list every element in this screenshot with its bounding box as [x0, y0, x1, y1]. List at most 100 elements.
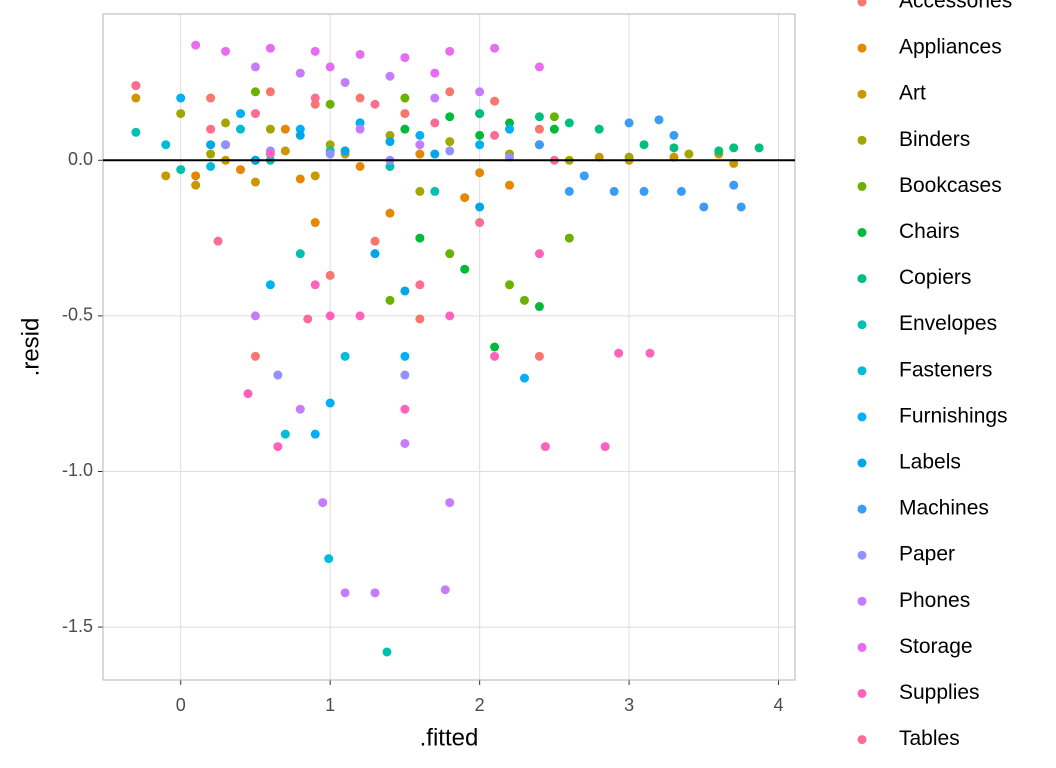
point [400, 124, 410, 134]
point [505, 124, 515, 134]
point [400, 93, 410, 103]
point [370, 236, 380, 246]
legend-label: Supplies [899, 681, 980, 704]
legend-key [857, 504, 867, 514]
point [131, 127, 141, 137]
legend-key [857, 366, 867, 376]
legend-label: Envelopes [899, 312, 997, 335]
legend-label: Chairs [899, 220, 960, 243]
legend-label: Fasteners [899, 358, 992, 381]
point [579, 171, 589, 181]
point [131, 93, 141, 103]
legend-key [857, 228, 867, 237]
point [310, 280, 320, 290]
point [385, 208, 395, 218]
point [280, 429, 290, 439]
point [325, 62, 335, 72]
point [445, 137, 455, 147]
point [250, 177, 260, 187]
point [318, 498, 328, 508]
point [295, 404, 305, 414]
point [221, 46, 231, 56]
legend-label: Machines [899, 497, 989, 520]
point [460, 264, 470, 274]
point [676, 186, 686, 196]
legend-label: Tables [899, 727, 960, 750]
point [221, 140, 231, 150]
point [534, 140, 544, 150]
point [221, 118, 231, 128]
point [250, 87, 260, 97]
point [400, 370, 410, 380]
point [310, 429, 320, 439]
point [206, 161, 216, 171]
point [385, 137, 395, 147]
legend-label: Storage [899, 635, 973, 658]
point [206, 149, 216, 159]
point [176, 109, 186, 119]
point [714, 146, 724, 156]
point [445, 46, 455, 56]
point [736, 202, 746, 212]
point [370, 99, 380, 109]
point [729, 180, 739, 190]
point [415, 140, 425, 150]
point [206, 93, 216, 103]
point [265, 280, 275, 290]
legend-key [857, 735, 867, 745]
point [250, 311, 260, 321]
point [325, 398, 335, 408]
legend-key [857, 596, 867, 606]
point [273, 370, 283, 380]
point [355, 118, 365, 128]
point [355, 161, 365, 171]
point [699, 202, 709, 212]
legend-key [857, 89, 867, 99]
point [430, 149, 440, 159]
point [475, 87, 485, 97]
point [355, 311, 365, 321]
point [534, 302, 544, 312]
point [645, 348, 655, 358]
point [415, 280, 425, 290]
point [273, 442, 283, 452]
point [639, 140, 649, 150]
x-tick-label: 1 [325, 695, 335, 715]
point [475, 168, 485, 178]
point [430, 118, 440, 128]
point [490, 342, 500, 352]
point [206, 140, 216, 150]
point [609, 186, 619, 196]
point [250, 109, 260, 119]
point [445, 87, 455, 97]
point [191, 171, 201, 181]
point [490, 96, 500, 106]
point [475, 218, 485, 228]
point [340, 588, 350, 598]
point [400, 404, 410, 414]
point [490, 130, 500, 140]
point [460, 193, 470, 203]
point [236, 124, 246, 134]
point [624, 118, 634, 128]
point [534, 124, 544, 134]
point [236, 109, 246, 119]
y-tick-label: 0.0 [68, 149, 93, 169]
point [505, 280, 515, 290]
point [475, 109, 485, 119]
point [564, 233, 574, 243]
point [445, 146, 455, 156]
point [280, 124, 290, 134]
point [415, 149, 425, 159]
legend-key [857, 0, 867, 7]
point [370, 588, 380, 598]
point [400, 109, 410, 119]
legend-key [857, 320, 867, 330]
legend-label: Bookcases [899, 174, 1002, 197]
point [191, 180, 201, 190]
y-tick-label: -1.5 [62, 616, 93, 636]
point [564, 118, 574, 128]
point [475, 130, 485, 140]
point [445, 249, 455, 259]
point [415, 314, 425, 324]
